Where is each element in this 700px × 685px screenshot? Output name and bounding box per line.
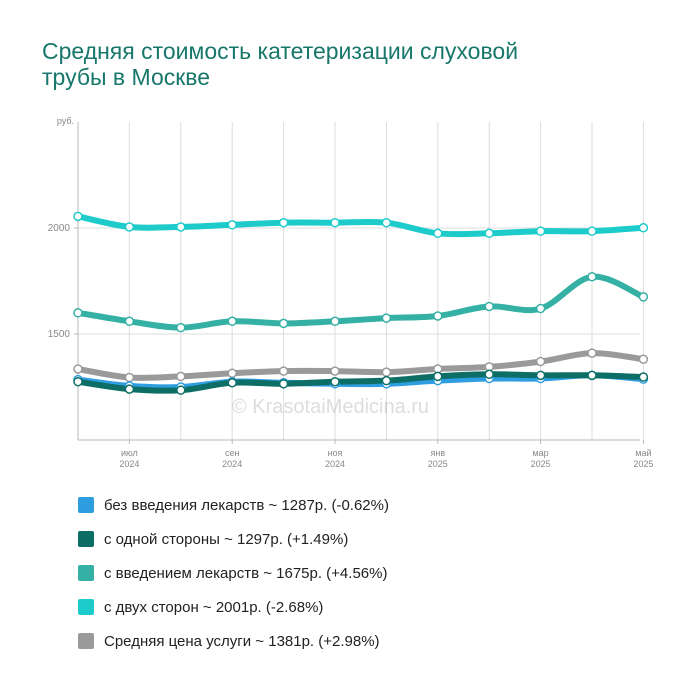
data-point[interactable] [535,226,546,236]
data-point[interactable] [176,322,186,333]
y-tick-label: 2000 [48,223,71,234]
legend-item[interactable]: с одной стороны ~ 1297р. (+1.49%) [78,522,389,556]
data-point[interactable] [433,228,443,239]
data-point[interactable] [278,379,289,389]
data-point[interactable] [484,228,494,239]
x-tick-label-year: 2024 [119,459,139,469]
legend-item[interactable]: с двух сторон ~ 2001р. (-2.68%) [78,590,389,624]
y-tick-label: 1500 [48,329,71,340]
data-point[interactable] [381,375,392,386]
data-point[interactable] [433,371,443,382]
data-point[interactable] [330,316,340,327]
legend-label: без введения лекарств ~ 1287р. (-0.62%) [104,496,389,514]
y-axis-unit-label: руб. [57,116,74,126]
data-point[interactable] [535,356,546,367]
legend: без введения лекарств ~ 1287р. (-0.62%) с… [78,488,389,658]
legend-item[interactable]: Средняя цена услуги ~ 1381р. (+2.98%) [78,624,389,658]
axes [74,122,644,444]
legend-swatch [78,599,94,615]
data-point[interactable] [124,222,135,232]
data-point[interactable] [227,378,237,388]
legend-swatch [78,633,94,649]
data-point[interactable] [381,217,392,228]
x-tick-label-month: июл [121,448,138,458]
data-point[interactable] [227,368,237,378]
data-point[interactable] [73,211,83,222]
line-chart: руб.15002000июл2024сен2024ноя2024янв2025… [48,116,654,469]
x-tick-label-month: мар [532,448,548,458]
legend-swatch [78,531,94,547]
data-point[interactable] [278,318,289,329]
x-tick-label-month: янв [430,448,445,458]
legend-label: с введением лекарств ~ 1675р. (+4.56%) [104,564,388,582]
data-point[interactable] [587,226,597,236]
legend-item[interactable]: без введения лекарств ~ 1287р. (-0.62%) [78,488,389,522]
data-point[interactable] [587,348,597,358]
x-tick-label-year: 2025 [531,459,551,469]
series-points [73,211,649,395]
data-point[interactable] [587,370,597,381]
legend-label: с двух сторон ~ 2001р. (-2.68%) [104,598,324,616]
data-point[interactable] [73,308,83,318]
legend-item[interactable]: с введением лекарств ~ 1675р. (+4.56%) [78,556,389,590]
data-point[interactable] [124,316,135,327]
data-point[interactable] [176,371,186,382]
chart-title-line-2: трубы в Москве [42,64,211,90]
data-point[interactable] [330,366,340,376]
legend-swatch [78,565,94,581]
series-line [75,273,647,331]
data-point[interactable] [278,217,289,228]
data-point[interactable] [73,376,83,387]
data-point[interactable] [124,372,135,383]
tick-labels: руб.15002000июл2024сен2024ноя2024янв2025… [48,116,654,469]
legend-label: Средняя цена услуги ~ 1381р. (+2.98%) [104,632,380,650]
x-tick-label-year: 2024 [222,459,242,469]
data-point[interactable] [484,369,494,380]
data-point[interactable] [176,222,186,232]
x-tick-label-year: 2025 [428,459,448,469]
chart-title-line-1: Средняя стоимость катетеризации слуховой [42,38,519,64]
data-point[interactable] [535,370,546,381]
chart-title: Средняя стоимость катетеризации слуховой… [42,38,662,90]
data-point[interactable] [638,223,649,233]
data-point[interactable] [227,316,237,327]
x-tick-label-month: сен [225,448,240,458]
data-point[interactable] [176,385,186,395]
legend-swatch [78,497,94,513]
series-line [75,213,647,238]
data-point[interactable] [73,364,83,374]
data-point[interactable] [587,272,597,282]
data-point[interactable] [484,301,494,312]
data-point[interactable] [330,217,340,228]
data-point[interactable] [638,372,649,382]
watermark: © KrasotaiMedicina.ru [232,396,430,418]
x-tick-label-year: 2024 [325,459,345,469]
data-point[interactable] [227,220,237,230]
data-point[interactable] [638,354,649,364]
x-tick-label-month: ноя [328,448,343,458]
data-point[interactable] [638,292,649,302]
x-tick-label-year: 2025 [633,459,653,469]
data-point[interactable] [124,384,135,394]
data-point[interactable] [433,311,443,321]
x-tick-label-month: май [635,448,651,458]
data-point[interactable] [278,366,289,376]
data-point[interactable] [535,303,546,314]
data-point[interactable] [381,367,392,377]
legend-label: с одной стороны ~ 1297р. (+1.49%) [104,530,349,548]
data-point[interactable] [330,376,340,387]
data-point[interactable] [381,313,392,323]
series-lines [75,213,647,394]
